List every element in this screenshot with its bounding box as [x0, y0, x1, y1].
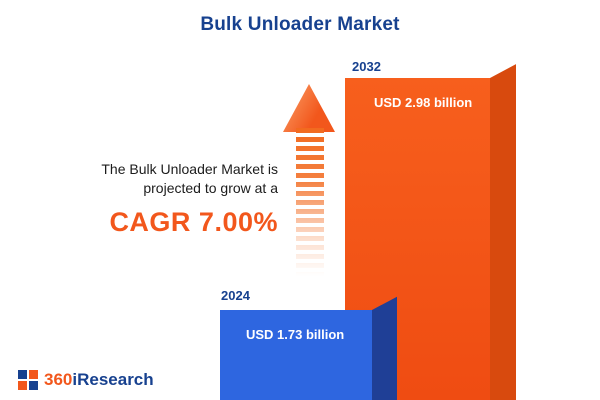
headline-line-1: The Bulk Unloader Market is [101, 161, 278, 177]
year-label-2024: 2024 [221, 288, 250, 303]
growth-arrow-head-icon [283, 84, 335, 132]
value-label-2024: USD 1.73 billion [246, 327, 345, 342]
value-label-2032: USD 2.98 billion [374, 95, 473, 110]
bar-2024-side-face [372, 296, 397, 400]
logo-text-number: 360 [44, 370, 73, 389]
logo-icon [18, 370, 38, 390]
growth-arrow-tail-icon [296, 128, 324, 276]
bar-2032-side-face [490, 64, 516, 400]
page-title: Bulk Unloader Market [200, 14, 400, 35]
cagr-value: CAGR 7.00% [109, 207, 278, 237]
headline-line-2: projected to grow at a [143, 180, 278, 196]
logo-text-name: iResearch [72, 370, 154, 389]
bar-2024 [220, 310, 372, 400]
headline-text: The Bulk Unloader Market is projected to… [101, 160, 278, 238]
brand-logo: 360 iResearch [18, 370, 154, 390]
year-label-2032: 2032 [352, 59, 381, 74]
